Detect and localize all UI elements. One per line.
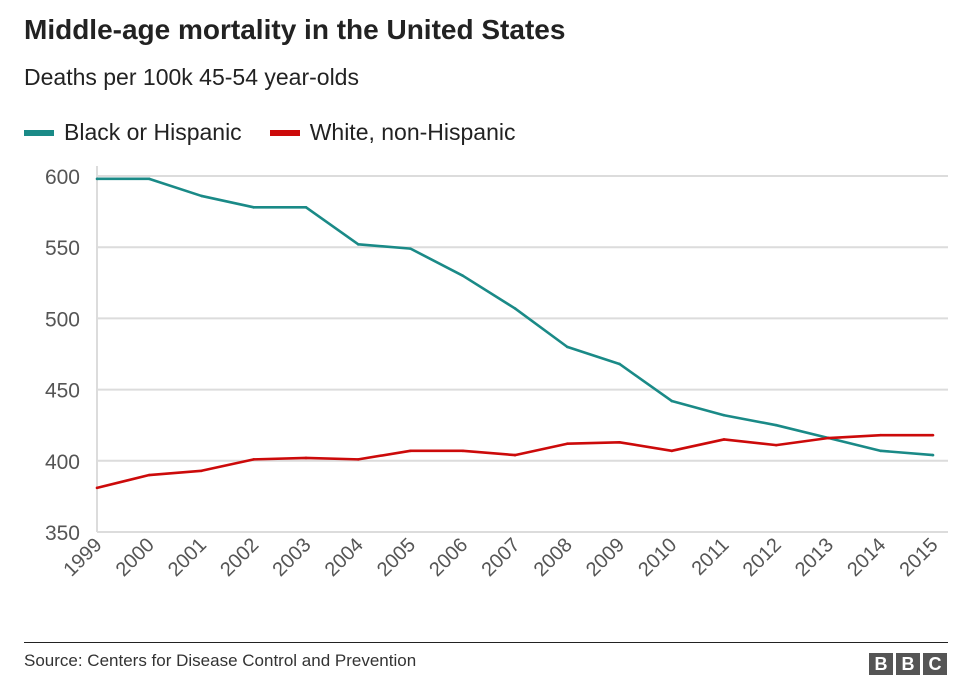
bbc-logo-letter: B (869, 653, 893, 675)
data-point (252, 458, 256, 461)
data-point (670, 449, 674, 453)
data-point (147, 177, 151, 181)
legend-label: White, non-Hispanic (309, 119, 516, 145)
footer-divider (24, 642, 948, 643)
data-point (722, 413, 726, 417)
x-tick-label: 2013 (791, 534, 838, 581)
x-tick-label: 2012 (739, 534, 786, 581)
data-point (670, 399, 674, 403)
chart-title: Middle-age mortality in the United State… (24, 14, 566, 45)
data-point (304, 206, 308, 209)
data-point (513, 307, 517, 310)
chart-subtitle: Deaths per 100k 45-54 year-olds (24, 64, 359, 90)
data-point (461, 449, 465, 453)
bbc-logo: B B C (869, 653, 947, 675)
data-point (200, 469, 203, 473)
legend-swatch (269, 129, 300, 136)
x-tick-label: 2003 (269, 534, 316, 581)
data-point (461, 274, 465, 277)
legend-label: Black or Hispanic (64, 119, 242, 145)
y-tick-label: 350 (45, 522, 80, 545)
x-tick-label: 2000 (112, 534, 159, 581)
data-point (95, 486, 99, 490)
x-tick-label: 2002 (216, 534, 263, 581)
data-point (356, 458, 360, 461)
x-tick-label: 2008 (530, 534, 577, 581)
y-tick-label: 400 (45, 451, 80, 474)
data-point (879, 433, 883, 437)
data-point (618, 440, 621, 444)
data-point (409, 247, 412, 250)
legend: Black or Hispanic White, non-Hispanic (24, 119, 544, 146)
x-tick-label: 2010 (634, 534, 681, 581)
y-tick-label: 450 (45, 380, 80, 403)
y-tick-label: 550 (45, 237, 80, 260)
source-note: Source: Centers for Disease Control and … (24, 651, 417, 670)
data-point (565, 345, 569, 349)
x-tick-label: 2007 (478, 534, 525, 581)
x-tick-label: 2014 (843, 534, 890, 581)
x-tick-label: 2011 (688, 534, 734, 580)
data-point (722, 438, 726, 441)
data-point (879, 449, 883, 453)
x-tick-label: 2015 (896, 534, 943, 581)
series-line-black-hispanic (97, 177, 934, 457)
x-tick-label: 2009 (582, 534, 629, 581)
data-point (774, 443, 778, 447)
legend-item-white: White, non-Hispanic (269, 119, 516, 146)
data-point (513, 453, 517, 457)
data-point (200, 194, 203, 198)
data-point (565, 442, 569, 446)
legend-item-black-hispanic: Black or Hispanic (24, 119, 242, 146)
bbc-logo-letter: B (896, 653, 920, 675)
data-point (618, 362, 621, 366)
data-point (931, 433, 935, 437)
x-tick-label: 2004 (321, 534, 368, 581)
x-tick-label: 2005 (373, 534, 420, 581)
data-point (147, 473, 151, 477)
data-point (827, 436, 830, 440)
y-tick-label: 600 (45, 166, 80, 189)
x-tick-label: 2006 (425, 534, 472, 581)
bbc-logo-letter: C (923, 653, 947, 675)
y-tick-label: 500 (45, 308, 80, 331)
data-point (252, 206, 256, 209)
data-point (931, 453, 935, 457)
data-point (304, 456, 308, 460)
data-point (95, 177, 99, 181)
x-tick-label: 2001 (164, 534, 211, 581)
data-point (409, 449, 412, 453)
data-point (774, 423, 778, 427)
data-point (356, 243, 360, 246)
legend-swatch (24, 129, 54, 136)
